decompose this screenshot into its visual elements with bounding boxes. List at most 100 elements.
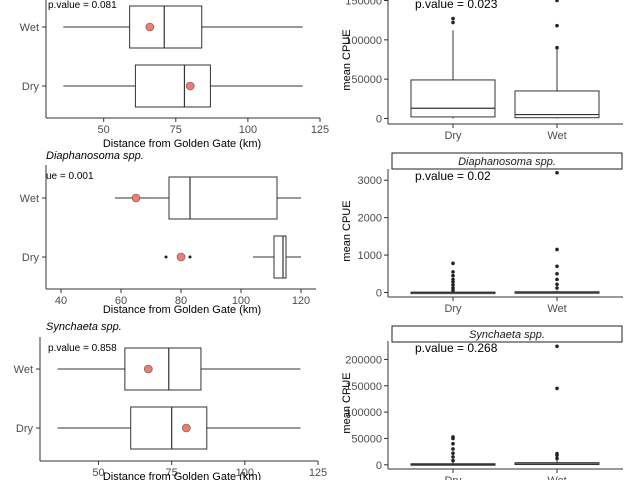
p-value-label: ue = 0.001 [46,171,94,182]
mean-point [143,364,153,374]
box [273,235,287,279]
mean-point [131,193,141,203]
x-tick-label: 120 [292,295,310,307]
p-value-label: p.value = 0.081 [48,0,117,11]
y-tick-label: 50000 [351,74,382,86]
y-tick-label: 0 [376,460,382,472]
outlier-point [555,277,559,282]
x-tick-label: 50 [92,467,104,479]
strip-header [391,152,623,170]
outlier-point [555,451,559,456]
y-tick-label: 2000 [358,213,382,225]
y-tick-label: 0 [376,288,382,300]
x-tick-label: 60 [115,295,127,307]
outlier-point [451,261,455,266]
x-tick-label: Dry [444,130,462,142]
x-tick-label: 100 [239,124,257,136]
x-tick-label: Dry [444,303,462,315]
y-tick-label: 50000 [351,433,382,445]
outlier-point [451,270,455,274]
distance-panel-3: 50 75 100 125 Distance from Golden Gate (km)… [14,321,328,480]
box [134,64,211,108]
outlier-point [188,255,192,259]
outlier-point [555,45,559,50]
x-tick-label: Wet [547,475,566,480]
panel-title: Diaphanosoma spp. [46,150,144,162]
box [130,406,208,450]
outlier-point [555,0,559,3]
box [129,5,203,49]
y-axis-label: mean CPUE [341,29,353,90]
cpue-panel-1: 0 50000 100000 150000 mean CPUE p.value = 0.0… [341,0,623,142]
outlier-point [451,280,455,284]
outlier-point [555,170,559,175]
distance-panel-1: 50 75 100 125 Distance from Golden Gate (km)… [20,0,329,150]
y-tick-label: 200000 [345,354,382,366]
y-tick-label: 100000 [345,35,382,47]
y-tick-label: 150000 [345,381,382,393]
box [410,79,496,118]
mean-point [176,252,186,262]
x-axis-label: Distance from Golden Gate (km) [103,304,261,316]
p-value-label: p.value = 0.268 [415,341,498,355]
outlier-point [451,277,455,282]
x-tick-label: 40 [55,295,67,307]
outlier-point [451,16,455,21]
x-tick-label: 75 [166,467,178,479]
x-tick-label: 100 [236,467,254,479]
x-tick-label: 100 [232,295,250,307]
y-tick-label: 100000 [345,407,382,419]
box [168,176,278,220]
x-tick-label: Wet [547,130,566,142]
y-tick-label: Dry [16,423,34,435]
outlier-point [555,282,559,287]
outlier-point [555,286,559,290]
x-axis-label: Distance from Golden Gate (km) [103,138,261,150]
cpue-panel-2: Diaphanosoma spp. 0 1000 2000 3000 mean CPUE p… [341,152,623,315]
outlier-point [451,441,455,446]
panel-title: Synchaeta spp. [46,321,122,333]
x-tick-label: 125 [311,124,329,136]
cpue-panel-3: Synchaeta spp. 0 50000 100000 150000 200000 me… [341,325,623,480]
y-tick-label: Wet [14,364,33,376]
outlier-point [555,386,559,391]
outlier-point [555,23,559,28]
distance-panel-2: 40 60 80 100 120 Distance from Golden Gate (k… [20,150,316,316]
y-tick-label: 1000 [358,250,382,262]
p-value-label: p.value = 0.858 [48,343,117,354]
outlier-point [451,435,455,439]
y-tick-label: 3000 [358,175,382,187]
outlier-point [555,456,559,461]
x-tick-label: Wet [547,303,566,315]
outlier-point [451,455,455,459]
outlier-point [451,286,455,290]
x-tick-label: Dry [444,475,462,480]
y-tick-label: 0 [376,113,382,125]
y-axis-label: mean CPUE [341,200,353,261]
y-axis-label: mean CPUE [341,372,353,433]
x-tick-label: 50 [98,124,110,136]
x-tick-label: 80 [175,295,187,307]
p-value-label: p.value = 0.02 [415,169,491,183]
x-tick-label: 125 [309,467,327,479]
y-tick-label: Wet [20,22,39,34]
x-tick-label: 75 [170,124,182,136]
outlier-point [555,271,559,276]
y-tick-label: 150000 [345,0,382,8]
outlier-point [451,451,455,455]
y-tick-label: Dry [22,81,40,93]
p-value-label: p.value = 0.023 [415,0,498,11]
x-axis-label: Distance from Golden Gate (km) [103,471,261,480]
strip-title: Diaphanosoma spp. [458,156,556,168]
outlier-point [451,447,455,451]
mean-point [145,22,155,32]
mean-point [182,423,191,433]
outlier-point [164,255,168,259]
box [514,90,600,119]
outlier-point [451,458,455,463]
mean-point [185,81,195,91]
y-tick-label: Wet [20,193,39,205]
strip-header [391,325,623,343]
y-tick-label: Dry [22,252,40,264]
